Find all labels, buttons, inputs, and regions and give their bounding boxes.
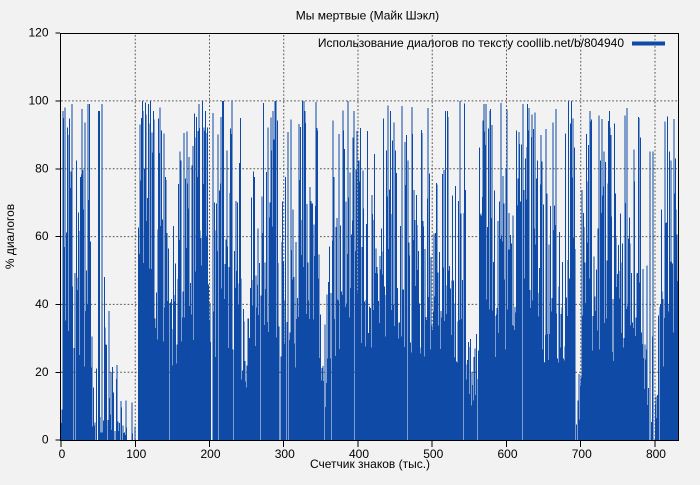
svg-text:600: 600: [497, 447, 517, 461]
svg-text:20: 20: [35, 365, 49, 379]
svg-text:60: 60: [35, 229, 49, 243]
svg-text:% диалогов: % диалогов: [3, 204, 17, 269]
svg-text:800: 800: [646, 447, 666, 461]
svg-text:500: 500: [423, 447, 443, 461]
svg-text:0: 0: [59, 447, 66, 461]
svg-text:300: 300: [275, 447, 295, 461]
svg-text:Использование диалогов по текс: Использование диалогов по тексту coollib…: [318, 36, 624, 50]
svg-text:100: 100: [28, 93, 48, 107]
svg-text:400: 400: [349, 447, 369, 461]
svg-text:100: 100: [126, 447, 146, 461]
svg-text:Мы мертвые (Майк Шэкл): Мы мертвые (Майк Шэкл): [296, 9, 439, 23]
svg-text:700: 700: [572, 447, 592, 461]
svg-text:120: 120: [28, 26, 48, 40]
svg-text:0: 0: [42, 433, 49, 447]
svg-text:40: 40: [35, 297, 49, 311]
svg-text:200: 200: [200, 447, 220, 461]
svg-text:80: 80: [35, 161, 49, 175]
svg-text:Счетчик знаков (тыс.): Счетчик знаков (тыс.): [310, 457, 430, 471]
